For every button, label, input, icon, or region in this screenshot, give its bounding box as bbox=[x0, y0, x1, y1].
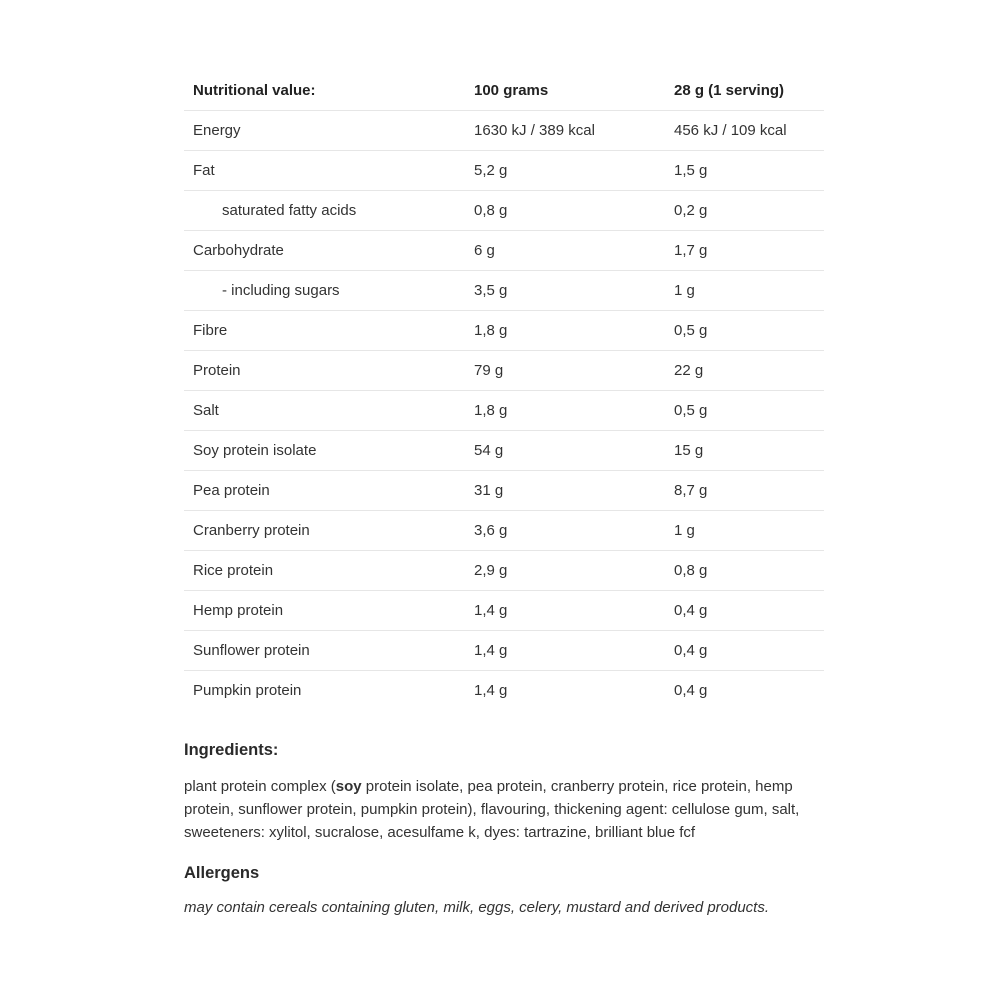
table-row: Salt 1,8 g 0,5 g bbox=[184, 390, 824, 431]
allergens-heading: Allergens bbox=[184, 864, 260, 882]
nutrient-name: Rice protein bbox=[184, 550, 465, 591]
table-row: Carbohydrate 6 g 1,7 g bbox=[184, 230, 824, 271]
value-per-100g: 1,8 g bbox=[465, 390, 665, 431]
table-row: Fibre 1,8 g 0,5 g bbox=[184, 310, 824, 351]
value-per-serving: 1 g bbox=[665, 270, 824, 311]
value-per-serving: 0,8 g bbox=[665, 550, 824, 591]
nutrient-name: Cranberry protein bbox=[184, 510, 465, 551]
table-row: saturated fatty acids 0,8 g 0,2 g bbox=[184, 190, 824, 231]
ingredients-text: plant protein complex (soy protein isola… bbox=[184, 775, 834, 844]
nutrient-name: Protein bbox=[184, 350, 465, 391]
value-per-serving: 0,5 g bbox=[665, 390, 824, 431]
value-per-100g: 2,9 g bbox=[465, 550, 665, 591]
nutrient-name: Fat bbox=[184, 150, 465, 191]
value-per-100g: 3,6 g bbox=[465, 510, 665, 551]
table-header-row: Nutritional value: 100 grams 28 g (1 ser… bbox=[184, 71, 824, 111]
nutrient-name: Carbohydrate bbox=[184, 230, 465, 271]
value-per-serving: 0,4 g bbox=[674, 682, 708, 699]
ingredients-text-after: protein isolate, pea protein, cranberry … bbox=[184, 778, 800, 841]
nutrient-name: Pumpkin protein bbox=[193, 682, 302, 699]
nutrient-name: Hemp protein bbox=[184, 590, 465, 631]
table-row: Sunflower protein 1,4 g 0,4 g bbox=[184, 630, 824, 671]
table-row: Rice protein 2,9 g 0,8 g bbox=[184, 550, 824, 591]
value-per-100g: 54 g bbox=[465, 430, 665, 471]
value-per-serving: 456 kJ / 109 kcal bbox=[665, 110, 824, 151]
value-per-100g: 5,2 g bbox=[465, 150, 665, 191]
header-serving: 28 g (1 serving) bbox=[665, 71, 824, 111]
nutrient-name: Energy bbox=[184, 110, 465, 151]
value-per-serving: 1,5 g bbox=[665, 150, 824, 191]
ingredients-text-before: plant protein complex ( bbox=[184, 778, 336, 795]
table-row: Pumpkin protein 1,4 g 0,4 g bbox=[184, 671, 824, 711]
value-per-100g: 1,4 g bbox=[465, 590, 665, 631]
nutrient-name: Soy protein isolate bbox=[184, 430, 465, 471]
table-row: Hemp protein 1,4 g 0,4 g bbox=[184, 590, 824, 631]
nutrient-name: Fibre bbox=[184, 310, 465, 351]
value-per-serving: 22 g bbox=[665, 350, 824, 391]
value-per-100g: 1,4 g bbox=[474, 682, 508, 699]
table-row: Pea protein 31 g 8,7 g bbox=[184, 470, 824, 511]
nutrient-name: Salt bbox=[184, 390, 465, 431]
value-per-100g: 31 g bbox=[465, 470, 665, 511]
value-per-100g: 1,8 g bbox=[465, 310, 665, 351]
value-per-100g: 1,4 g bbox=[465, 630, 665, 671]
value-per-serving: 1,7 g bbox=[665, 230, 824, 271]
nutrient-name: Sunflower protein bbox=[184, 630, 465, 671]
nutrition-table: Nutritional value: 100 grams 28 g (1 ser… bbox=[184, 71, 824, 710]
header-nutritional-value: Nutritional value: bbox=[184, 71, 465, 111]
ingredients-allergen-soy: soy bbox=[335, 778, 362, 795]
value-per-serving: 8,7 g bbox=[665, 470, 824, 511]
value-per-100g: 3,5 g bbox=[465, 270, 665, 311]
value-per-serving: 0,5 g bbox=[665, 310, 824, 351]
allergens-text: may contain cereals containing gluten, m… bbox=[184, 899, 770, 916]
nutrient-name: Pea protein bbox=[184, 470, 465, 511]
table-row: Energy 1630 kJ / 389 kcal 456 kJ / 109 kca… bbox=[184, 110, 824, 151]
table-row: Protein 79 g 22 g bbox=[184, 350, 824, 391]
table-row: Soy protein isolate 54 g 15 g bbox=[184, 430, 824, 471]
value-per-serving: 1 g bbox=[665, 510, 824, 551]
value-per-serving: 0,4 g bbox=[665, 630, 824, 671]
nutrient-name: saturated fatty acids bbox=[184, 190, 465, 231]
ingredients-heading: Ingredients: bbox=[184, 741, 279, 759]
header-100-grams: 100 grams bbox=[465, 71, 665, 111]
table-row: Fat 5,2 g 1,5 g bbox=[184, 150, 824, 191]
value-per-100g: 1630 kJ / 389 kcal bbox=[465, 110, 665, 151]
value-per-serving: 0,4 g bbox=[665, 590, 824, 631]
value-per-serving: 15 g bbox=[665, 430, 824, 471]
value-per-100g: 6 g bbox=[465, 230, 665, 271]
nutrient-name: - including sugars bbox=[184, 270, 465, 311]
value-per-serving: 0,2 g bbox=[665, 190, 824, 231]
value-per-100g: 79 g bbox=[465, 350, 665, 391]
value-per-100g: 0,8 g bbox=[465, 190, 665, 231]
